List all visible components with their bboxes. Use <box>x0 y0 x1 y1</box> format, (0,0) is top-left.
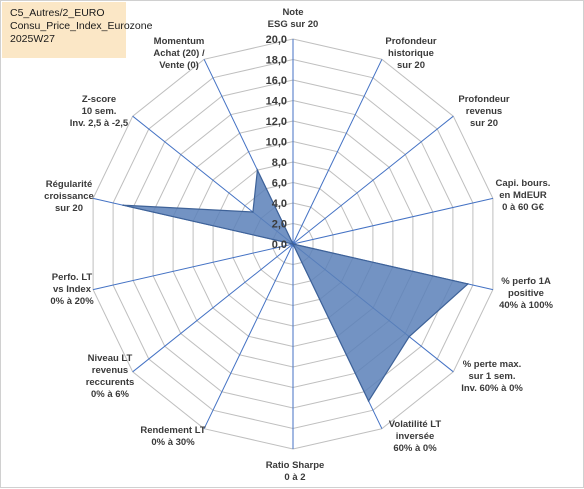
tick-label-10: 20,0 <box>266 34 287 46</box>
axis-spoke-1 <box>292 59 383 245</box>
axis-label-5: % perte max. sur 1 sem. Inv. 60% à 0% <box>461 359 523 394</box>
series-point-4 <box>467 283 469 285</box>
axis-label-11: Régularité croissance sur 20 <box>44 179 94 214</box>
tick-label-1: 2,0 <box>272 219 287 231</box>
title-line-1: C5_Autres/2_EURO <box>10 7 105 19</box>
axis-label-13: Momentum Achat (20) / Vente (0) <box>153 36 205 71</box>
axis-label-9: Niveau LT revenus reccurents 0% à 6% <box>86 353 135 400</box>
axis-label-0: Note ESG sur 20 <box>268 7 319 30</box>
axis-label-6: Volatilité LT inversée 60% à 0% <box>389 419 442 454</box>
axis-label-4: % perfo 1A positive 40% à 100% <box>499 276 553 311</box>
label-layer: Note ESG sur 20 Profondeur historique sur 20… <box>44 7 553 483</box>
title-line-2: Consu_Price_Index_Eurozone <box>10 20 153 32</box>
series-point-10 <box>292 243 294 245</box>
tick-label-9: 18,0 <box>266 55 287 67</box>
axis-spoke-8 <box>203 243 294 429</box>
axis-label-1: Profondeur historique sur 20 <box>385 36 436 71</box>
axis-label-10: Perfo. LT vs Index 0% à 20% <box>50 272 94 307</box>
axis-spoke-3 <box>292 197 494 245</box>
tick-label-6: 12,0 <box>266 116 287 128</box>
axis-label-12: Z-score 10 sem. Inv. 2,5 à -2,5 <box>70 94 129 129</box>
axis-label-2: Profondeur revenus sur 20 <box>458 94 509 129</box>
axis-label-8: Rendement LT 0% à 30% <box>140 425 205 448</box>
chart-title-box: C5_Autres/2_EURO Consu_Price_Index_Euroz… <box>2 2 153 58</box>
tick-label-8: 16,0 <box>266 75 287 87</box>
axis-label-3: Capi. bours. en MdEUR 0 à 60 G€ <box>496 178 551 213</box>
series-point-5 <box>408 335 411 338</box>
tick-label-7: 14,0 <box>266 96 287 108</box>
series-point-11 <box>122 204 124 206</box>
tick-layer: 0,0 2,0 4,0 6,0 8,0 10,0 12,0 14,0 16,0 18,0 20,0 <box>266 34 287 251</box>
series-point-12 <box>252 211 254 213</box>
axis-spoke-10 <box>92 243 294 291</box>
series-layer <box>122 167 470 403</box>
axis-spoke-2 <box>292 115 454 245</box>
tick-label-4: 8,0 <box>272 157 287 169</box>
axis-spoke-9 <box>132 243 294 373</box>
tick-label-0: 0,0 <box>272 239 287 251</box>
axis-label-7: Ratio Sharpe 0 à 2 <box>266 460 325 483</box>
series-point-6 <box>367 400 370 402</box>
series-point-13 <box>256 169 259 171</box>
tick-label-5: 10,0 <box>266 137 287 149</box>
title-line-3: 2025W27 <box>10 33 55 45</box>
tick-label-2: 4,0 <box>272 198 287 210</box>
tick-label-3: 6,0 <box>272 178 287 190</box>
